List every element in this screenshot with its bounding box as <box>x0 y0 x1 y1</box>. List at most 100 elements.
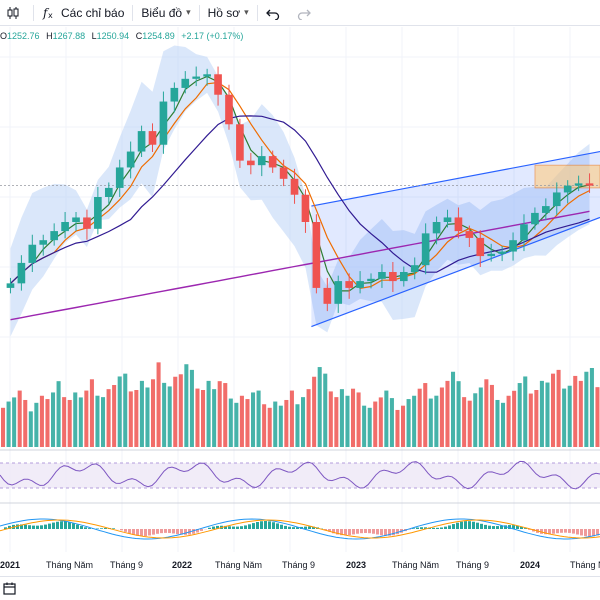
volume-bar <box>423 383 428 447</box>
macd-histogram-bar <box>452 524 455 529</box>
candle-body <box>83 217 91 229</box>
chart-type-button[interactable]: Biểu đồ ▾ <box>135 0 196 26</box>
macd-histogram-bar <box>424 527 427 529</box>
candle-body <box>290 178 299 195</box>
macd-histogram-bar <box>40 525 43 529</box>
volume-bar <box>134 390 139 447</box>
macd-histogram-bar <box>124 529 127 532</box>
macd-histogram-bar <box>44 524 47 529</box>
candle-body <box>389 272 397 282</box>
candle-body <box>192 76 201 79</box>
macd-histogram-bar <box>548 529 551 535</box>
indicators-label: Các chỉ báo <box>61 5 125 20</box>
chevron-down-icon: ▾ <box>244 7 249 17</box>
macd-histogram-bar <box>348 529 351 536</box>
toolbar-divider <box>256 4 258 21</box>
macd-histogram-bar <box>132 529 135 535</box>
volume-bar <box>567 385 572 447</box>
volume-bar <box>234 402 239 447</box>
volume-bar <box>306 389 311 447</box>
candle-body <box>268 156 277 168</box>
candle-body <box>115 167 124 188</box>
volume-bar <box>456 381 461 447</box>
macd-histogram-bar <box>80 526 83 529</box>
volume-bar <box>278 405 283 447</box>
macd-histogram-bar <box>352 529 355 535</box>
trend-channel <box>311 151 600 327</box>
volume-bar <box>362 405 367 447</box>
channel-lower-line <box>311 216 600 328</box>
macd-histogram-bar <box>136 529 139 536</box>
candle-body <box>509 240 517 252</box>
open-value: 1252.76 <box>7 31 40 41</box>
volume-bar <box>106 389 111 447</box>
volume-bar <box>245 399 250 447</box>
candle-body <box>72 217 80 222</box>
macd-histogram-bar <box>312 526 315 529</box>
volume-bar <box>395 409 400 447</box>
volume-bar <box>1 407 6 447</box>
candle-body <box>585 183 594 186</box>
macd-histogram-bar <box>592 529 595 537</box>
macd-histogram-bar <box>392 529 395 536</box>
macd-histogram-bar <box>564 529 567 533</box>
ohlc-legend: O1252.76 H1267.88 L1250.94 C1254.89 +2.1… <box>0 31 243 41</box>
macd-histogram-bar <box>412 528 415 529</box>
volume-bar <box>12 397 17 447</box>
channel-upper-line <box>311 150 600 207</box>
volume-bar <box>334 397 339 447</box>
macd-histogram-bar <box>388 529 391 536</box>
macd-histogram-bar <box>288 526 291 529</box>
macd-histogram-bar <box>472 521 475 529</box>
macd-histogram-bar <box>172 529 175 534</box>
volume-bar <box>323 373 328 447</box>
volume-bar <box>467 400 472 447</box>
ma-long-line <box>10 210 590 321</box>
macd-histogram-bar <box>252 523 255 529</box>
candle-body <box>487 253 496 257</box>
candle-body <box>137 131 146 152</box>
macd-histogram-bar <box>292 527 295 529</box>
volume-bar <box>439 387 444 447</box>
volume-bar <box>139 380 144 447</box>
volume-bar <box>101 397 106 447</box>
calendar-icon[interactable] <box>2 581 18 597</box>
macd-histogram-bar <box>240 526 243 529</box>
volume-bar <box>406 399 411 447</box>
time-axis[interactable]: 2021 Tháng Năm Tháng 9 2022 Tháng Năm Tháng 9… <box>0 556 600 576</box>
svg-text:f: f <box>42 6 50 20</box>
volume-bar <box>595 387 600 447</box>
macd-histogram-bar <box>72 523 75 529</box>
macd-histogram-bar <box>528 529 531 530</box>
candle-body <box>563 185 572 193</box>
time-axis-label: 2024 <box>520 560 541 570</box>
macd-histogram-bar <box>552 529 555 534</box>
candle-body <box>17 262 26 284</box>
volume-bar <box>173 376 178 447</box>
volume-bar <box>89 379 94 447</box>
macd-histogram-bar <box>456 522 459 529</box>
redo-button[interactable] <box>291 0 322 26</box>
macd-histogram-bar <box>492 526 495 529</box>
undo-button[interactable] <box>260 0 291 26</box>
macd-histogram-bar <box>444 526 447 529</box>
macd-histogram-bar <box>344 529 347 536</box>
candle-body <box>574 183 583 186</box>
top-toolbar: f x Các chỉ báo Biểu đồ ▾ Hồ sơ ▾ <box>0 0 600 26</box>
volume-bar <box>573 375 578 447</box>
volume-bar <box>45 399 50 447</box>
macd-histogram-bar <box>360 529 363 534</box>
candle-body <box>323 287 332 304</box>
volume-bar <box>384 390 389 447</box>
profile-button[interactable]: Hồ sơ ▾ <box>202 0 255 26</box>
indicators-button[interactable]: f x Các chỉ báo <box>36 0 130 26</box>
time-axis-label: Tháng 9 <box>110 560 144 570</box>
candle-body <box>498 251 506 254</box>
chart-style-button[interactable] <box>0 0 31 26</box>
macd-histogram-bar <box>192 529 195 534</box>
chart-canvas[interactable] <box>0 27 600 556</box>
volume-bar <box>206 380 211 447</box>
volume-bar <box>517 383 522 447</box>
macd-histogram-bar <box>196 529 199 533</box>
volume-bar <box>156 362 161 447</box>
